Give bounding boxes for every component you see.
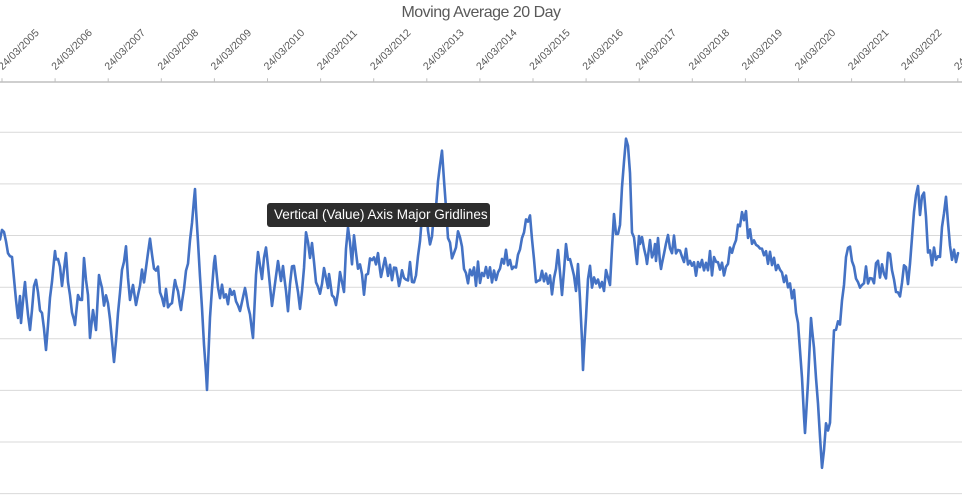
svg-text:24/03/2011: 24/03/2011	[315, 27, 360, 72]
svg-text:24/03/2008: 24/03/2008	[155, 27, 201, 73]
svg-text:24/03/2012: 24/03/2012	[368, 27, 414, 73]
svg-text:24/03/2019: 24/03/2019	[740, 27, 786, 73]
svg-text:24/03/2021: 24/03/2021	[846, 27, 892, 73]
svg-text:24/03/2016: 24/03/2016	[580, 27, 626, 73]
svg-text:24/03/2005: 24/03/2005	[0, 27, 42, 73]
svg-text:24/03/2018: 24/03/2018	[686, 27, 732, 73]
svg-text:24/03/2009: 24/03/2009	[209, 27, 255, 73]
svg-text:24/03/2014: 24/03/2014	[474, 27, 520, 73]
svg-text:24/03/2013: 24/03/2013	[421, 27, 467, 73]
svg-text:24/03/2023: 24/03/2023	[952, 27, 962, 73]
svg-text:24/03/2010: 24/03/2010	[262, 27, 308, 73]
svg-text:24/03/2015: 24/03/2015	[527, 27, 573, 73]
svg-text:24/03/2006: 24/03/2006	[49, 27, 95, 73]
svg-text:24/03/2020: 24/03/2020	[793, 27, 839, 73]
svg-text:24/03/2022: 24/03/2022	[899, 27, 945, 73]
svg-text:24/03/2007: 24/03/2007	[102, 27, 148, 73]
svg-text:24/03/2017: 24/03/2017	[633, 27, 679, 73]
